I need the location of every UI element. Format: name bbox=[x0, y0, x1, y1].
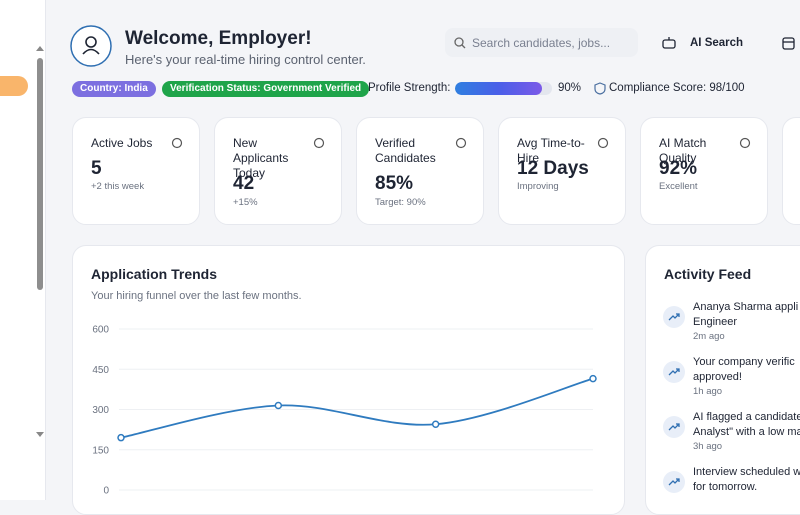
stat-card: New Applicants Today 42 +15% bbox=[214, 117, 342, 225]
stat-card: AI Match Quality 92% Excellent bbox=[640, 117, 768, 225]
nav-active[interactable] bbox=[0, 76, 28, 96]
activity-time: 3h ago bbox=[693, 441, 723, 452]
activity-card: Activity Feed Ananya Sharma appli Enginee… bbox=[645, 245, 800, 515]
stat-value: 42 bbox=[233, 173, 255, 194]
calendar-icon[interactable] bbox=[782, 36, 796, 50]
activity-time: 1h ago bbox=[693, 386, 723, 397]
compliance-score: Compliance Score: 98/100 bbox=[609, 82, 745, 94]
progress-track bbox=[455, 82, 552, 95]
stat-value: 5 bbox=[91, 158, 102, 179]
data-point bbox=[589, 374, 597, 383]
data-point bbox=[117, 433, 125, 442]
stat-icon bbox=[739, 137, 751, 149]
data-point bbox=[274, 401, 283, 410]
stat-card: Active Jobs 5 +2 this week bbox=[72, 117, 200, 225]
stat-card-partial bbox=[782, 117, 800, 225]
icon-arrow bbox=[668, 313, 680, 321]
profile-strength-label: Profile Strength: bbox=[368, 82, 451, 94]
activity-text: Analyst" with a low ma bbox=[693, 426, 800, 438]
ai-search-label: AI Search bbox=[690, 37, 744, 49]
activity-icon bbox=[663, 471, 685, 493]
y-tick-label: 300 bbox=[92, 405, 109, 416]
trend-line bbox=[120, 377, 594, 439]
search-icon bbox=[454, 37, 466, 49]
icon-shape bbox=[739, 137, 751, 149]
stat-note: Target: 90% bbox=[375, 197, 426, 208]
stat-icon bbox=[171, 137, 183, 149]
activity-text: Interview scheduled w bbox=[693, 466, 800, 478]
line-chart: 0 150 300 450 600 bbox=[92, 325, 597, 497]
title: Welcome, Employer! bbox=[125, 28, 312, 49]
icon-arrow bbox=[668, 368, 680, 376]
chart-title: Application Trends bbox=[91, 266, 218, 282]
scroll-up[interactable] bbox=[36, 46, 44, 51]
data-point bbox=[431, 420, 440, 429]
icon-shape bbox=[313, 137, 325, 149]
verification-badge: Verification Status: Government Verified bbox=[162, 81, 370, 97]
activity-text: approved! bbox=[693, 371, 742, 383]
stat-title: AI Match Quality bbox=[659, 136, 707, 165]
activity-icon bbox=[663, 306, 685, 328]
stat-value: 92% bbox=[659, 158, 698, 179]
activity-text: Your company verific bbox=[693, 356, 795, 368]
stat-title: Active Jobs bbox=[91, 136, 153, 150]
icon-arrow bbox=[668, 478, 680, 486]
avatar bbox=[70, 25, 112, 67]
chart-card: Application Trends Your hiring funnel ov… bbox=[72, 245, 625, 515]
robot-icon bbox=[662, 37, 676, 49]
y-tick-label: 0 bbox=[103, 486, 109, 497]
stat-title: Avg Time-to-Hire bbox=[517, 136, 585, 165]
shield-icon bbox=[594, 82, 606, 95]
stat-note: Improving bbox=[517, 181, 559, 192]
activity-text: AI flagged a candidate bbox=[693, 411, 800, 423]
stat-value: 12 Days bbox=[517, 158, 589, 179]
icon-shape bbox=[171, 137, 183, 149]
subtitle: Here's your real-time hiring control cen… bbox=[125, 52, 366, 67]
chart-subtitle: Your hiring funnel over the last few mon… bbox=[91, 290, 302, 302]
stat-icon bbox=[313, 137, 325, 149]
stat-icon bbox=[597, 137, 609, 149]
stat-card: Avg Time-to-Hire 12 Days Improving bbox=[498, 117, 626, 225]
search-box[interactable]: Search candidates, jobs... bbox=[445, 28, 638, 57]
stat-title: Verified Candidates bbox=[375, 136, 436, 165]
icon-shape bbox=[597, 137, 609, 149]
activity-text: Ananya Sharma appli bbox=[693, 301, 799, 313]
stat-card: Verified Candidates 85% Target: 90% bbox=[356, 117, 484, 225]
stat-note: +2 this week bbox=[91, 181, 145, 192]
progress-fill bbox=[455, 82, 543, 95]
activity-icon bbox=[663, 416, 685, 438]
ai-search-button[interactable]: AI Search bbox=[662, 34, 752, 52]
country-badge: Country: India bbox=[72, 81, 156, 97]
activity-text: Engineer bbox=[693, 316, 738, 328]
y-tick-label: 600 bbox=[92, 325, 109, 336]
stat-title: New Applicants Today bbox=[233, 136, 289, 180]
scroll-down[interactable] bbox=[36, 432, 44, 437]
icon-shape bbox=[455, 137, 467, 149]
scrollbar-thumb[interactable] bbox=[37, 58, 43, 290]
activity-text: for tomorrow. bbox=[693, 481, 758, 493]
activity-icon bbox=[663, 361, 685, 383]
stat-icon bbox=[455, 137, 467, 149]
y-tick-label: 450 bbox=[92, 365, 109, 376]
stat-note: +15% bbox=[233, 197, 258, 208]
y-tick-label: 150 bbox=[92, 445, 109, 456]
stat-value: 85% bbox=[375, 173, 414, 194]
activity-title: Activity Feed bbox=[664, 266, 752, 282]
icon-arrow bbox=[668, 423, 680, 431]
stat-note: Excellent bbox=[659, 181, 698, 192]
search-placeholder: Search candidates, jobs... bbox=[472, 36, 611, 50]
profile-strength-value: 90% bbox=[558, 82, 582, 94]
activity-time: 2m ago bbox=[693, 331, 725, 342]
sidebar bbox=[0, 0, 46, 500]
